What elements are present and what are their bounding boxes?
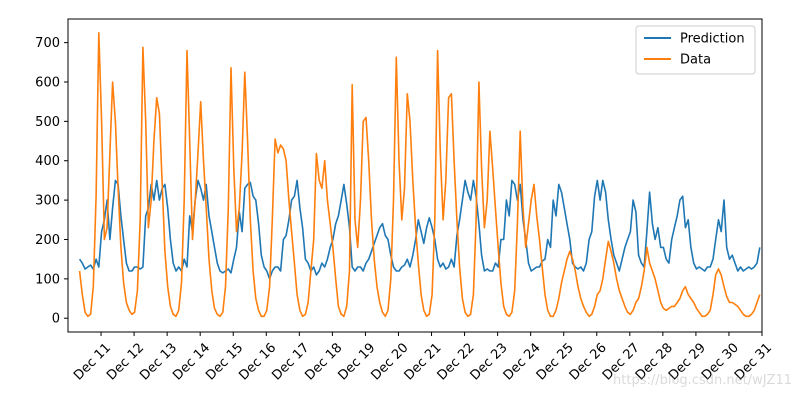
legend-label-prediction: Prediction [680, 32, 745, 47]
y-tick-label: 200 [35, 233, 60, 248]
y-tick-label: 100 [35, 272, 60, 287]
legend: Prediction Data [635, 25, 756, 75]
axes-frame [67, 18, 763, 333]
series-line-data [78, 31, 761, 318]
y-tick-label: 600 [35, 75, 60, 90]
y-tick-label: 500 [35, 115, 60, 130]
plot-area [78, 31, 761, 318]
legend-label-data: Data [680, 53, 711, 68]
y-axis: 0 100 200 300 400 500 600 700 [35, 36, 68, 327]
y-tick-label: 0 [52, 312, 60, 327]
y-tick-label: 300 [35, 194, 60, 209]
watermark-text: https://blog.csdn.net/wJZ11 [613, 373, 792, 388]
y-tick-label: 700 [35, 36, 60, 51]
y-tick-label: 400 [35, 154, 60, 169]
